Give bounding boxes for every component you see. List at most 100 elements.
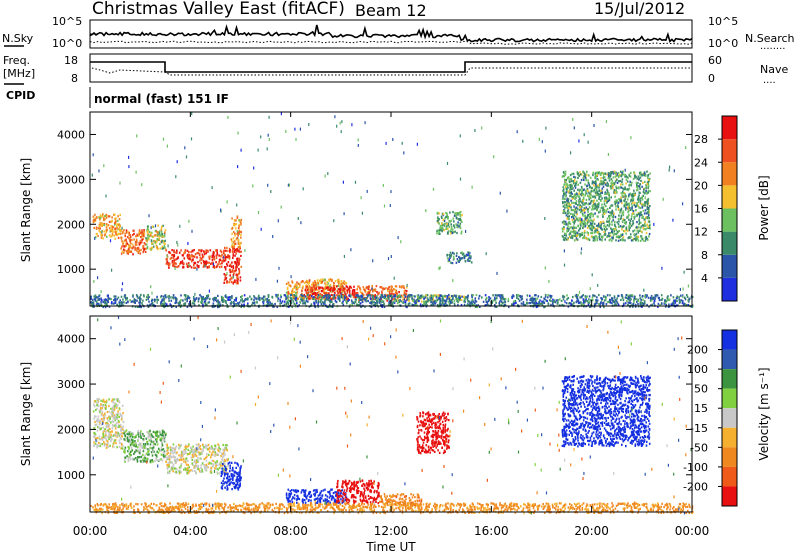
power-data-cell xyxy=(378,299,381,302)
power-ytick-label: 1000 xyxy=(57,263,85,276)
power-data-cell xyxy=(211,258,214,261)
power-data-cell xyxy=(345,300,347,303)
power-data-cell xyxy=(445,226,448,229)
power-data-cell xyxy=(668,303,670,306)
power-data-cell xyxy=(573,217,575,220)
power-data-cell xyxy=(99,231,102,234)
power-data-cell xyxy=(314,296,317,299)
power-data-noise xyxy=(621,207,623,211)
power-data-cell xyxy=(550,295,553,298)
power-data-cell xyxy=(262,295,265,298)
power-data-cell xyxy=(605,297,607,300)
power-data-cell xyxy=(577,183,579,186)
power-data-cell xyxy=(564,201,566,204)
power-data-cell xyxy=(405,286,408,289)
power-data-cell xyxy=(226,256,228,259)
power-data-cell xyxy=(424,303,426,306)
power-data-cell xyxy=(464,296,467,299)
power-data-cell xyxy=(596,215,599,218)
power-data-cell xyxy=(450,225,453,228)
power-data-cell xyxy=(684,296,686,299)
power-data-noise xyxy=(608,196,610,199)
power-data-cell xyxy=(643,188,645,191)
power-data-cell xyxy=(584,225,587,228)
power-data-cell xyxy=(450,261,452,264)
power-data-cell xyxy=(449,251,452,254)
power-data-cell xyxy=(346,286,348,289)
power-data-cell xyxy=(111,228,114,231)
power-data-cell xyxy=(588,298,590,301)
power-data-cell xyxy=(638,198,640,201)
power-data-cell xyxy=(142,244,144,248)
power-data-cell xyxy=(570,230,572,233)
power-data-cell xyxy=(611,220,613,223)
power-data-cell xyxy=(608,179,611,182)
power-data-cell xyxy=(337,296,339,299)
power-data-cell xyxy=(472,300,474,303)
power-data-cell xyxy=(638,212,640,215)
power-data-cell xyxy=(577,225,579,228)
power-data-cell xyxy=(430,294,433,297)
power-data-cell xyxy=(213,296,216,299)
power-data-cell xyxy=(182,262,185,265)
power-data-noise xyxy=(295,137,297,141)
power-data-cell xyxy=(586,300,588,303)
power-data-cell xyxy=(648,226,650,229)
power-data-cell xyxy=(176,265,178,269)
power-data-cell xyxy=(308,288,311,291)
power-data-cell xyxy=(109,297,111,300)
power-data-cell xyxy=(178,300,181,303)
power-data-cell xyxy=(632,212,634,215)
power-data-cell xyxy=(570,199,572,202)
velocity-data-cell xyxy=(104,434,107,437)
power-data-noise xyxy=(232,275,234,279)
power-data-cell xyxy=(431,297,433,301)
power-data-cell xyxy=(537,302,539,305)
power-data-cell xyxy=(543,297,545,300)
power-data-cell xyxy=(597,206,599,209)
power-data-cell xyxy=(151,235,154,238)
power-data-cell xyxy=(458,295,460,298)
power-data-cell xyxy=(639,212,642,215)
power-data-noise xyxy=(175,175,177,179)
power-data-cell xyxy=(398,295,400,298)
power-data-cell xyxy=(621,171,623,174)
power-data-cell xyxy=(100,215,103,218)
power-data-cell xyxy=(161,299,163,302)
power-data-cell xyxy=(167,264,170,267)
power-data-cell xyxy=(572,215,574,218)
power-data-noise xyxy=(308,123,310,126)
power-data-cell xyxy=(492,294,494,297)
power-data-cell xyxy=(573,214,575,217)
power-data-cell xyxy=(645,235,647,238)
noise-search-line xyxy=(89,40,693,45)
power-data-cell xyxy=(227,305,229,308)
power-data-cell xyxy=(279,298,281,301)
power-data-cell xyxy=(394,298,397,301)
power-data-cell xyxy=(106,224,108,227)
power-data-cell xyxy=(593,199,596,202)
power-data-cell xyxy=(416,294,419,297)
power-data-cell xyxy=(152,304,155,307)
power-data-cell xyxy=(614,220,616,224)
velocity-data-cell xyxy=(95,419,98,423)
power-data-cell xyxy=(569,186,572,190)
power-data-cell xyxy=(604,233,607,236)
power-data-cell xyxy=(616,181,619,184)
power-data-cell xyxy=(127,301,129,304)
power-data-cell xyxy=(146,237,149,240)
power-data-cell xyxy=(305,294,308,298)
power-data-cell xyxy=(108,234,111,237)
power-data-cell xyxy=(476,305,479,309)
power-data-cell xyxy=(475,293,478,297)
power-data-cell xyxy=(632,237,635,240)
power-data-cell xyxy=(141,231,143,234)
power-data-cell xyxy=(596,191,599,194)
power-data-cell xyxy=(447,230,450,233)
power-data-cell xyxy=(394,289,397,292)
power-data-cell xyxy=(615,185,617,188)
power-data-cell xyxy=(604,191,607,194)
power-data-cell xyxy=(189,265,191,268)
power-data-cell xyxy=(380,296,382,300)
power-data-cell xyxy=(641,238,644,241)
